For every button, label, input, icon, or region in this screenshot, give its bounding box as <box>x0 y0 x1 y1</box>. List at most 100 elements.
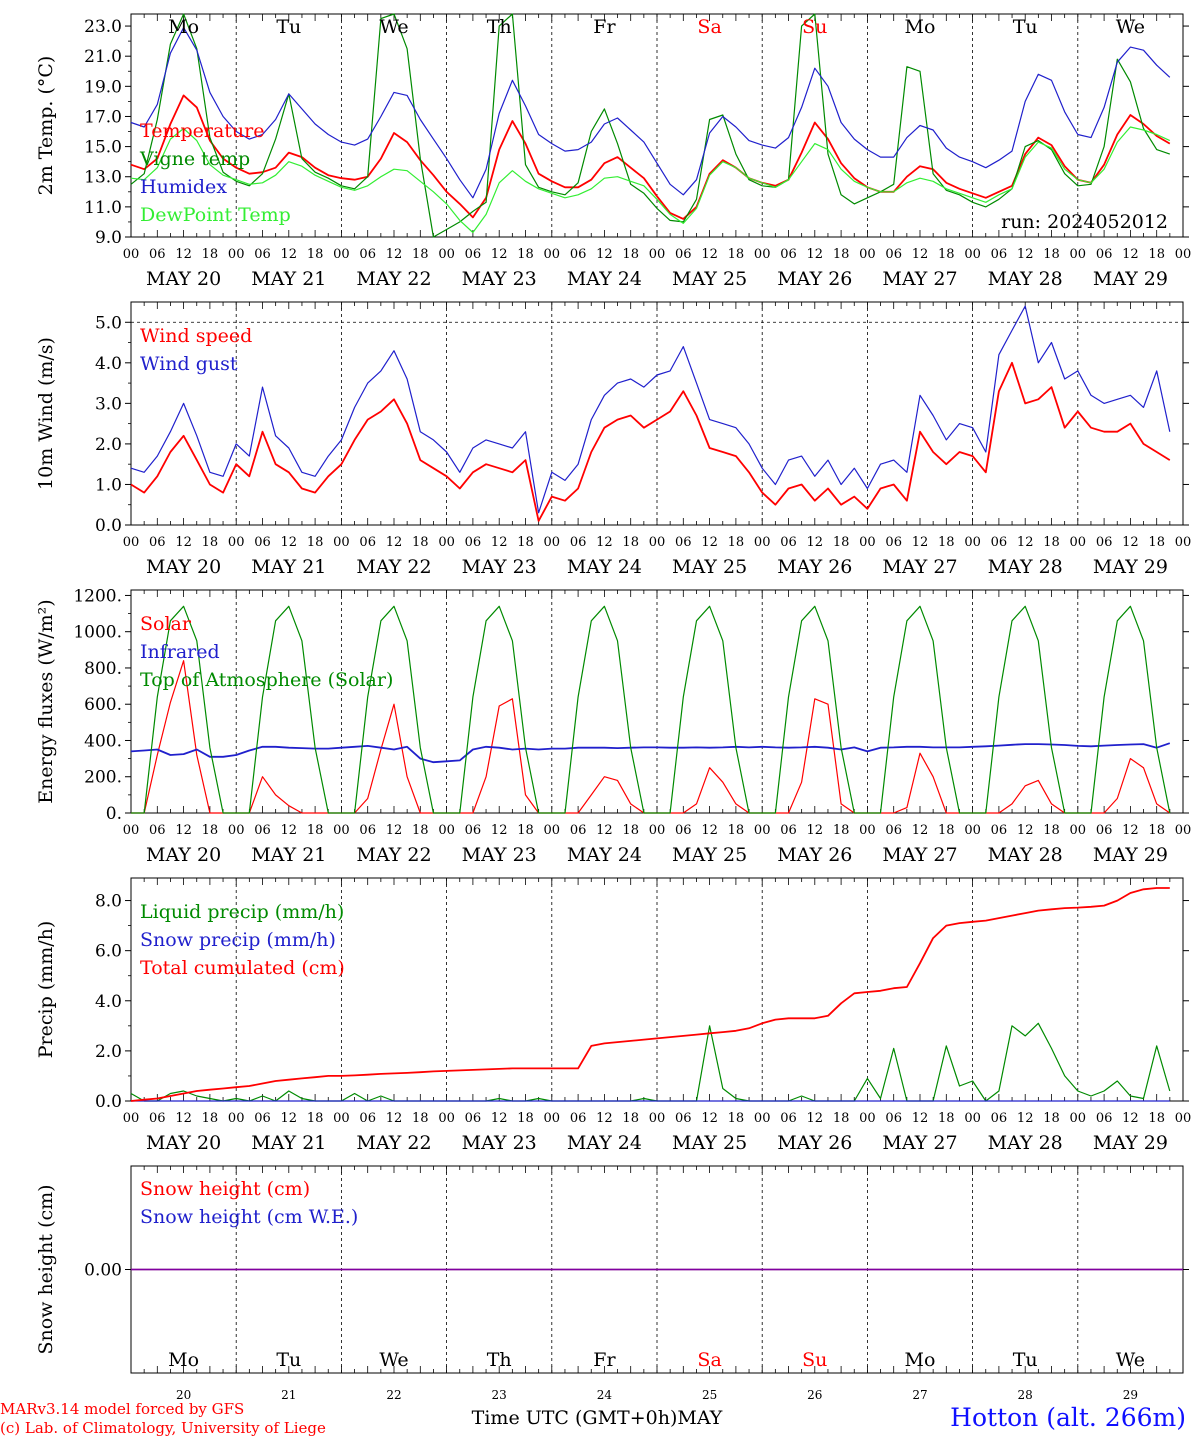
date-label: MAY 25 <box>672 268 747 290</box>
hour-tick-label: 06 <box>149 1111 166 1126</box>
hour-tick-label: 00 <box>1070 247 1087 262</box>
y-tick-label: 0.0 <box>95 516 122 536</box>
legend-entry: Top of Atmosphere (Solar) <box>140 669 393 691</box>
legend-entry: Total cumulated (cm) <box>140 957 345 979</box>
hour-tick-label: 06 <box>570 535 587 550</box>
date-label: MAY 29 <box>1093 844 1168 866</box>
legend-entry: Snow height (cm W.E.) <box>140 1206 358 1228</box>
day-number-label: 29 <box>1123 1388 1138 1402</box>
hour-tick-label: 18 <box>517 823 534 838</box>
y-tick-label: 17.0 <box>84 107 122 127</box>
date-label: MAY 21 <box>251 556 326 578</box>
hour-tick-label: 12 <box>386 247 403 262</box>
weekday-label: Fr <box>593 16 616 38</box>
hour-tick-label: 00 <box>1175 247 1192 262</box>
y-tick-label: 4.0 <box>95 354 122 374</box>
series-line-3 <box>130 126 1171 234</box>
y-tick-label: 21.0 <box>84 47 122 67</box>
y-tick-label: 5.0 <box>95 313 122 333</box>
y-tick-label: 15.0 <box>84 138 122 158</box>
hour-tick-label: 00 <box>754 823 771 838</box>
series-line-0 <box>130 94 1171 220</box>
hour-tick-label: 06 <box>885 247 902 262</box>
hour-tick-label: 06 <box>780 535 797 550</box>
hour-tick-label: 18 <box>728 1111 745 1126</box>
date-label: MAY 26 <box>777 1132 852 1154</box>
hour-tick-label: 18 <box>1043 823 1060 838</box>
legend-entry: Humidex <box>140 176 227 198</box>
date-label: MAY 25 <box>672 556 747 578</box>
hour-tick-label: 18 <box>412 823 429 838</box>
hour-tick-label: 00 <box>544 535 561 550</box>
panel-frame <box>130 589 1184 814</box>
hour-tick-label: 18 <box>307 823 324 838</box>
hour-tick-label: 00 <box>1175 1111 1192 1126</box>
hour-tick-label: 00 <box>228 1111 245 1126</box>
hour-tick-label: 12 <box>596 247 613 262</box>
day-number-label: 23 <box>492 1388 507 1402</box>
hour-tick-label: 06 <box>991 1111 1008 1126</box>
hour-tick-label: 18 <box>412 535 429 550</box>
hour-tick-label: 06 <box>991 247 1008 262</box>
legend-entry: Snow height (cm) <box>140 1178 310 1200</box>
y-tick-label: 2.0 <box>95 435 122 455</box>
y-tick-label: 200. <box>84 768 122 788</box>
hour-tick-label: 00 <box>123 247 140 262</box>
y-tick-label: 19.0 <box>84 77 122 97</box>
hour-tick-label: 18 <box>1043 247 1060 262</box>
date-label: MAY 20 <box>146 1132 221 1154</box>
hour-tick-label: 18 <box>307 535 324 550</box>
hour-tick-label: 00 <box>544 247 561 262</box>
hour-tick-label: 06 <box>675 823 692 838</box>
hour-tick-label: 12 <box>1122 823 1139 838</box>
date-label: MAY 21 <box>251 1132 326 1154</box>
date-label: MAY 28 <box>988 1132 1063 1154</box>
hour-tick-label: 18 <box>938 247 955 262</box>
weekday-labels-top: Mo Tu We Th Fr Sa Su Mo Tu We <box>168 16 1145 38</box>
hour-tick-label: 06 <box>570 1111 587 1126</box>
hour-tick-label: 18 <box>202 1111 219 1126</box>
hour-tick-label: 12 <box>912 1111 929 1126</box>
hour-tick-label: 06 <box>991 535 1008 550</box>
weekday-label: Mo <box>168 1349 199 1371</box>
hour-tick-label: 12 <box>701 823 718 838</box>
weekday-label: Mo <box>905 1349 936 1371</box>
day-number-label: 26 <box>807 1388 822 1402</box>
date-label: MAY 28 <box>988 844 1063 866</box>
panel-2: 0.0 1.0 2.0 3.0 4.0 5.0 10m Wind (m/s) Wind spe… <box>35 301 1191 578</box>
series-line-1 <box>130 742 1171 764</box>
hour-tick-label: 18 <box>1148 535 1165 550</box>
date-label: MAY 29 <box>1093 268 1168 290</box>
legend-entry: Wind gust <box>140 353 238 375</box>
hour-tick-label: 00 <box>228 535 245 550</box>
hour-tick-label: 12 <box>596 823 613 838</box>
hour-tick-label: 00 <box>649 1111 666 1126</box>
y-tick-label: 600. <box>84 695 122 715</box>
hour-tick-label: 00 <box>964 823 981 838</box>
y-tick-label: 400. <box>84 731 122 751</box>
date-label: MAY 22 <box>356 556 431 578</box>
date-label: MAY 26 <box>777 556 852 578</box>
y-axis-label: Snow height (cm) <box>35 1184 57 1354</box>
hour-tick-label: 12 <box>1017 247 1034 262</box>
hour-tick-label: 12 <box>807 247 824 262</box>
weekday-label: Tu <box>1013 16 1038 38</box>
hour-tick-label: 12 <box>701 1111 718 1126</box>
hour-tick-label: 00 <box>438 823 455 838</box>
hour-tick-label: 18 <box>517 535 534 550</box>
hour-tick-label: 18 <box>622 823 639 838</box>
date-label: MAY 26 <box>777 268 852 290</box>
hour-tick-label: 12 <box>491 247 508 262</box>
hour-tick-label: 12 <box>807 535 824 550</box>
hour-tick-label: 06 <box>885 823 902 838</box>
date-label: MAY 23 <box>462 268 537 290</box>
hour-tick-label: 00 <box>333 247 350 262</box>
y-tick-label: 1200. <box>73 586 122 606</box>
hour-tick-label: 00 <box>1070 823 1087 838</box>
model-credit: MARv3.14 model forced by GFS <box>0 1400 245 1418</box>
date-label: MAY 22 <box>356 844 431 866</box>
series-line-2 <box>131 605 1171 814</box>
day-number-label: 21 <box>281 1388 296 1402</box>
hour-tick-label: 12 <box>596 1111 613 1126</box>
